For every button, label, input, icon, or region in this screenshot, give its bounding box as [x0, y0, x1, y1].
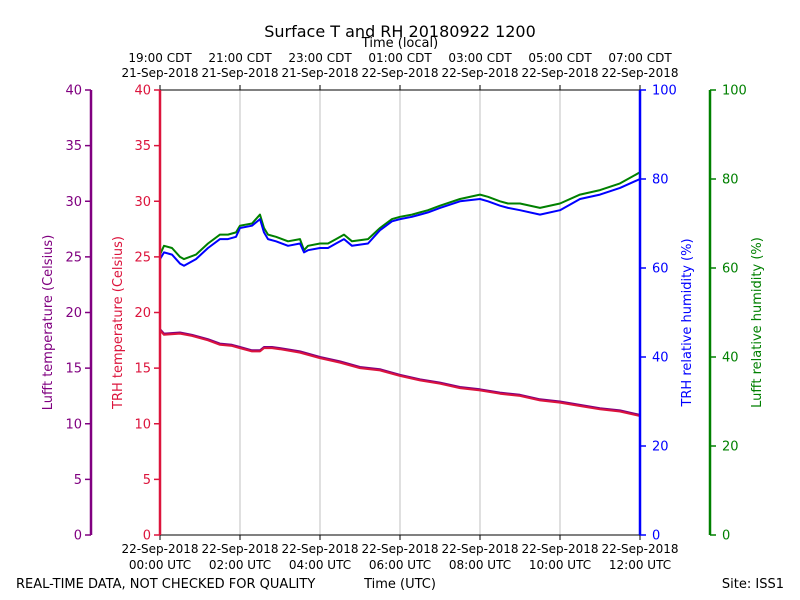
y-tick-label-trh_temp: 35: [134, 139, 151, 154]
y-tick-label-trh_rh: 40: [652, 351, 669, 366]
series-group: [159, 171, 641, 417]
y-tick-label-trh_rh: 100: [652, 84, 677, 99]
top-x-tick-label-date: 21-Sep-2018: [201, 66, 278, 80]
y-tick-label-trh_temp: 20: [134, 306, 151, 321]
y-tick-label-trh_temp: 0: [143, 529, 151, 544]
x-tick-label-time: 08:00 UTC: [449, 558, 511, 572]
top-x-tick-label-date: 21-Sep-2018: [281, 66, 358, 80]
top-axis-label: Time (local): [361, 36, 438, 51]
y-tick-label-trh_temp: 30: [134, 195, 151, 210]
y-tick-label-trh_rh: 60: [652, 262, 669, 277]
top-x-tick-label-date: 22-Sep-2018: [361, 66, 438, 80]
y-tick-label-lufft_rh: 60: [722, 262, 739, 277]
top-x-tick-label-date: 22-Sep-2018: [601, 66, 678, 80]
y-tick-label-trh_rh: 0: [652, 529, 660, 544]
top-x-tick-label-time: 07:00 CDT: [608, 51, 672, 65]
y-tick-label-lufft_temp: 0: [74, 529, 82, 544]
x-axis-label: Time (UTC): [363, 577, 436, 592]
y-axis-label-trh_temp: TRH temperature (Celsius): [111, 236, 126, 410]
chart-title: Surface T and RH 20180922 1200: [264, 22, 536, 41]
x-tick-label-date: 22-Sep-2018: [441, 542, 518, 556]
x-tick-label-time: 04:00 UTC: [289, 558, 351, 572]
series-line-lufft_rh: [159, 171, 641, 261]
top-x-tick-label-time: 05:00 CDT: [528, 51, 592, 65]
x-tick-label-time: 12:00 UTC: [609, 558, 671, 572]
y-tick-label-trh_temp: 15: [134, 362, 151, 377]
top-x-tick-label-date: 22-Sep-2018: [441, 66, 518, 80]
y-tick-label-lufft_temp: 20: [65, 306, 82, 321]
quality-disclaimer: REAL-TIME DATA, NOT CHECKED FOR QUALITY: [16, 577, 315, 592]
y-axis-label-lufft_temp: Lufft temperature (Celsius): [41, 235, 56, 411]
top-x-tick-label-time: 21:00 CDT: [208, 51, 272, 65]
x-tick-label-time: 10:00 UTC: [529, 558, 591, 572]
top-x-tick-label-time: 19:00 CDT: [128, 51, 192, 65]
x-tick-label-date: 22-Sep-2018: [601, 542, 678, 556]
y-tick-label-lufft_rh: 20: [722, 440, 739, 455]
y-tick-label-lufft_temp: 15: [65, 362, 82, 377]
y-tick-label-lufft_temp: 25: [65, 250, 82, 265]
x-tick-label-date: 22-Sep-2018: [281, 542, 358, 556]
top-x-tick-label-time: 23:00 CDT: [288, 51, 352, 65]
top-x-tick-label-time: 03:00 CDT: [448, 51, 512, 65]
x-tick-label-time: 02:00 UTC: [209, 558, 271, 572]
x-tick-label-date: 22-Sep-2018: [201, 542, 278, 556]
y-axis-label-lufft_rh: Lufft relative humidity (%): [750, 237, 765, 408]
top-x-tick-label-date: 22-Sep-2018: [521, 66, 598, 80]
site-label: Site: ISS1: [722, 577, 784, 592]
y-tick-label-trh_temp: 10: [134, 417, 151, 432]
y-axis-label-trh_rh: TRH relative humidity (%): [680, 238, 695, 407]
y-tick-label-lufft_temp: 30: [65, 195, 82, 210]
x-tick-label-date: 22-Sep-2018: [121, 542, 198, 556]
grid-lines: [239, 90, 561, 535]
y-tick-label-lufft_rh: 40: [722, 351, 739, 366]
y-tick-label-lufft_temp: 35: [65, 139, 82, 154]
axes-group: 22-Sep-2018 00:00 UTC 22-Sep-2018 02:00 UTC…: [41, 51, 765, 572]
y-tick-label-trh_temp: 5: [143, 473, 151, 488]
y-tick-label-trh_temp: 25: [134, 250, 151, 265]
top-x-tick-label-date: 21-Sep-2018: [121, 66, 198, 80]
x-tick-label-date: 22-Sep-2018: [521, 542, 598, 556]
x-tick-label-date: 22-Sep-2018: [361, 542, 438, 556]
y-tick-label-trh_rh: 20: [652, 440, 669, 455]
series-line-trh_temp: [159, 329, 641, 417]
x-tick-label-time: 00:00 UTC: [129, 558, 191, 572]
y-tick-label-lufft_rh: 100: [722, 84, 747, 99]
y-tick-label-lufft_rh: 80: [722, 173, 739, 188]
x-tick-label-time: 06:00 UTC: [369, 558, 431, 572]
top-x-tick-label-time: 01:00 CDT: [368, 51, 432, 65]
series-line-lufft_temp: [159, 328, 641, 416]
series-line-trh_rh: [159, 178, 641, 267]
y-tick-label-lufft_temp: 5: [74, 473, 82, 488]
y-tick-label-trh_temp: 40: [134, 84, 151, 99]
y-tick-label-lufft_temp: 40: [65, 84, 82, 99]
y-tick-label-lufft_temp: 10: [65, 417, 82, 432]
y-tick-label-lufft_rh: 0: [722, 529, 730, 544]
y-tick-label-trh_rh: 80: [652, 173, 669, 188]
